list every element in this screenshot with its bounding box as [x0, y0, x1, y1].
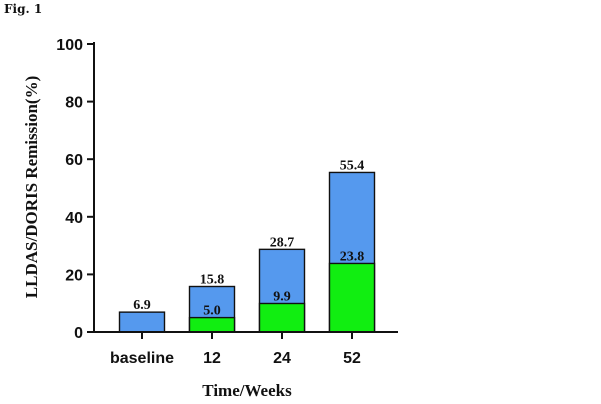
- y-tick-label: 60: [65, 152, 83, 169]
- y-tick-label: 80: [65, 95, 83, 112]
- bar-sub-remission: [328, 262, 376, 333]
- y-axis-title: LLDAS/DORIS Remission(%): [22, 76, 41, 298]
- x-tick-label: 52: [343, 350, 361, 367]
- y-tick-label: 40: [65, 210, 83, 227]
- data-label: 9.9: [273, 289, 291, 304]
- y-tick-label: 100: [56, 37, 83, 54]
- data-label: 15.8: [200, 272, 225, 287]
- bar-sub-remission: [258, 302, 306, 333]
- plot-layer: 0 20 40 60 80 100 baseline 12 24 52 6.9 15.8 28.7 55.…: [56, 37, 376, 367]
- data-label: 6.9: [133, 298, 151, 313]
- figure-label: Fig. 1: [4, 2, 43, 16]
- x-tick-label: baseline: [110, 350, 174, 367]
- y-tick-label: 0: [74, 325, 83, 342]
- x-tick-label: 12: [203, 350, 221, 367]
- data-label: 23.8: [340, 249, 365, 264]
- bar-remission: [118, 311, 166, 333]
- data-label: 5.0: [203, 304, 221, 319]
- data-label: 55.4: [340, 158, 365, 173]
- x-axis-title: Time/Weeks: [202, 381, 292, 400]
- bar-sub-remission: [188, 316, 236, 333]
- data-label: 28.7: [270, 235, 295, 250]
- x-tick-label: 24: [273, 350, 291, 367]
- y-tick-label: 20: [65, 267, 83, 284]
